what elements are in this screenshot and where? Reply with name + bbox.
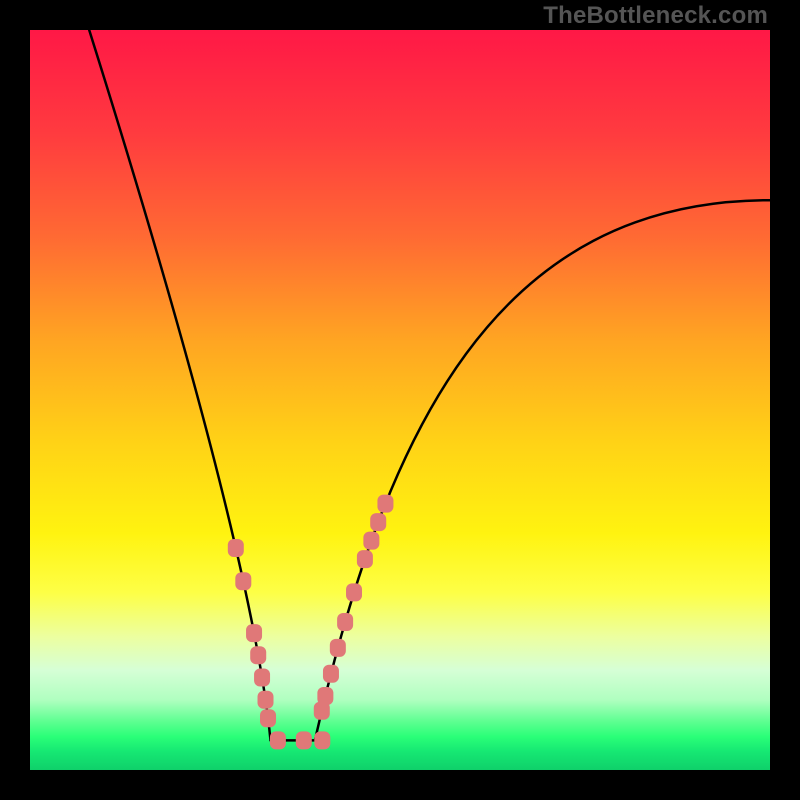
data-marker [357,550,373,568]
chart-stage: TheBottleneck.com [0,0,800,800]
data-marker [228,539,244,557]
v-curve [30,30,770,770]
data-marker [296,731,312,749]
data-marker [314,731,330,749]
data-marker [254,669,270,687]
curve-right-branch [315,200,770,740]
data-marker [314,702,330,720]
data-marker [377,495,393,513]
data-marker [370,513,386,531]
data-marker [250,646,266,664]
data-marker [346,583,362,601]
data-marker [270,731,286,749]
data-marker [323,665,339,683]
data-marker [246,624,262,642]
plot-area [30,30,770,770]
data-marker [235,572,251,590]
data-marker [363,532,379,550]
data-marker [258,691,274,709]
data-marker [260,709,276,727]
curve-left-branch [89,30,270,740]
watermark-text: TheBottleneck.com [543,2,768,30]
data-marker [337,613,353,631]
data-marker [330,639,346,657]
